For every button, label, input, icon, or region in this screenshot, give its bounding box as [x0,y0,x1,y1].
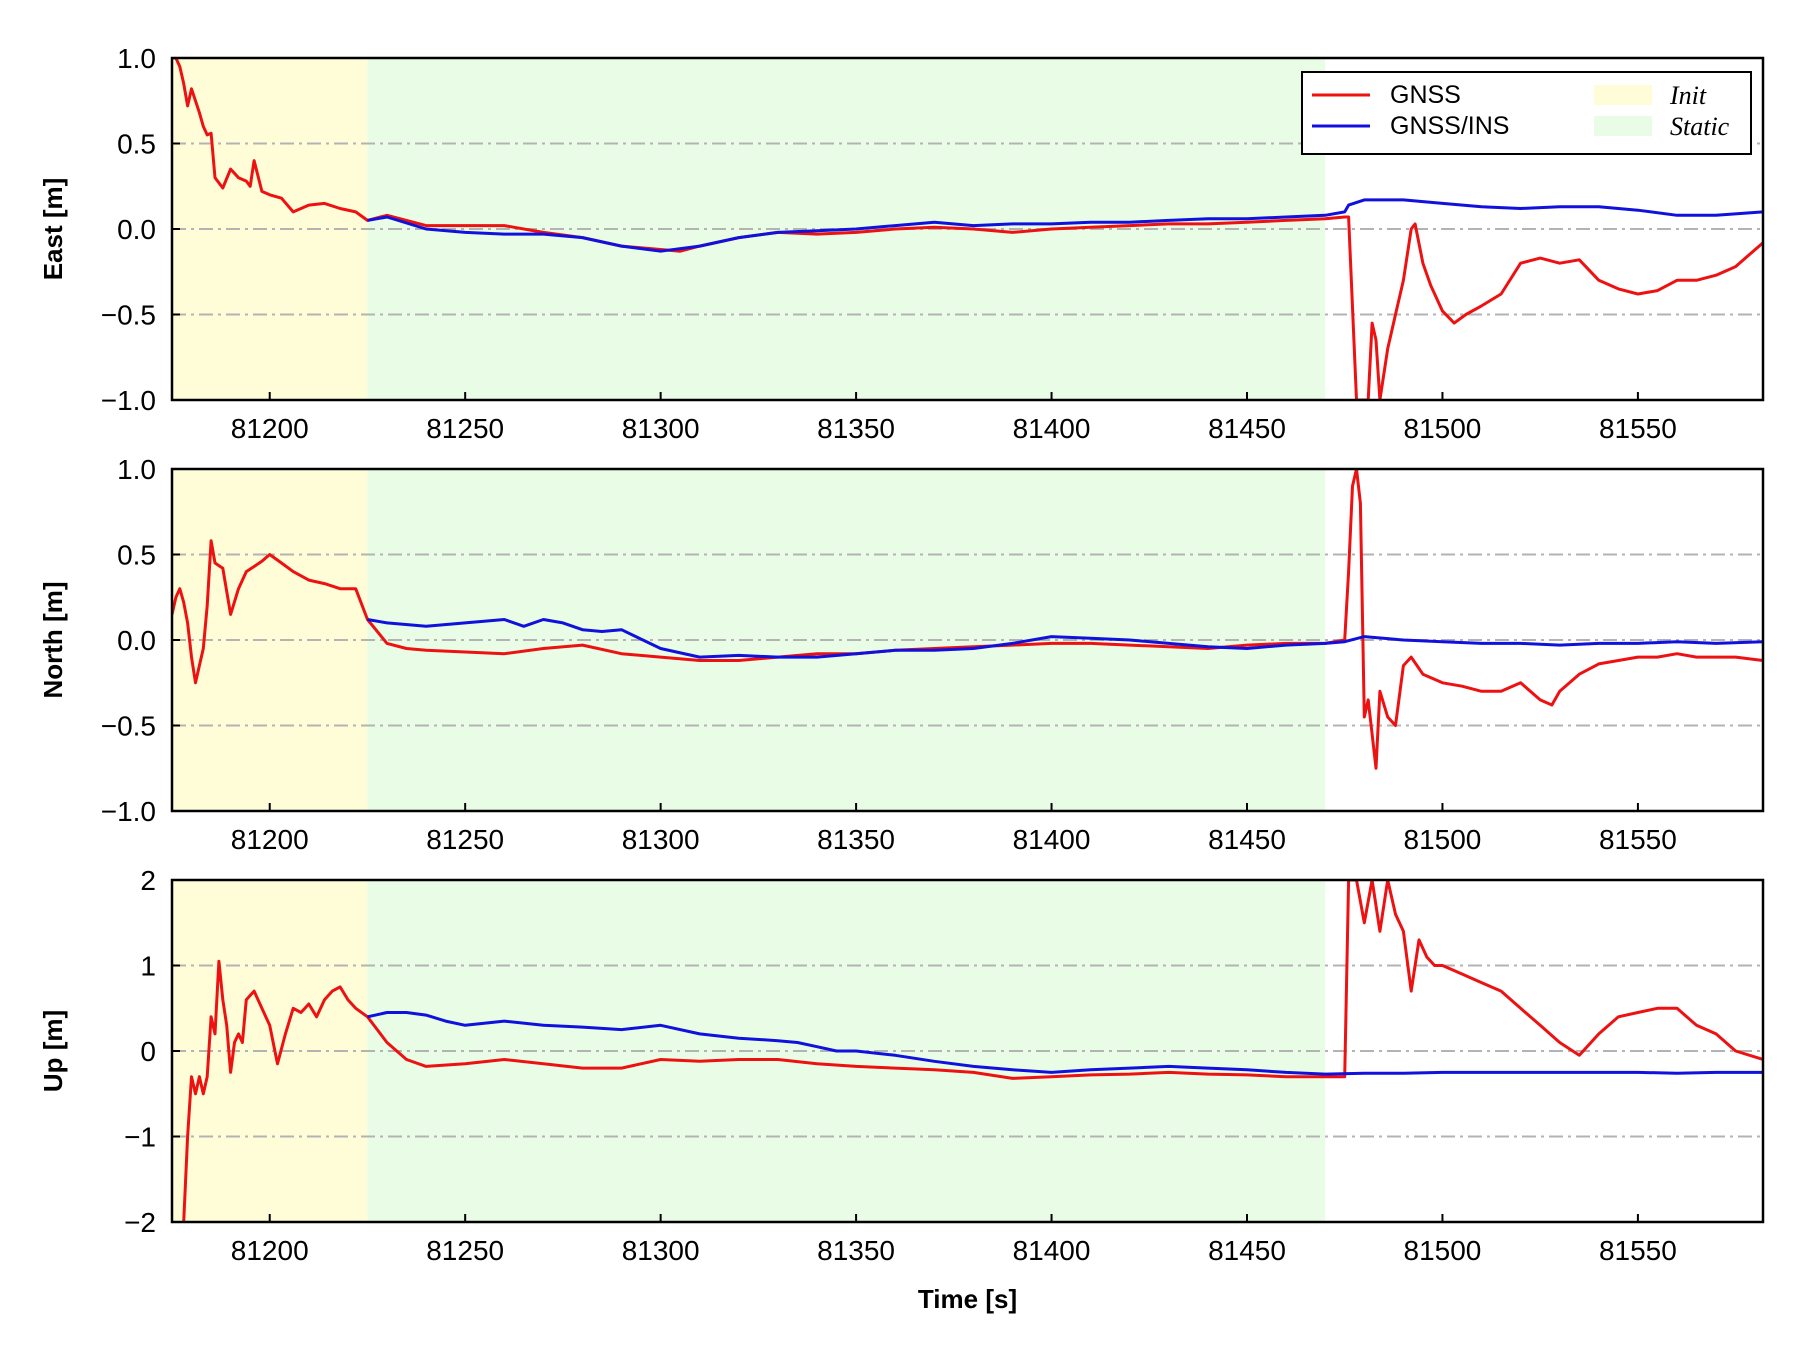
x-tick-label: 81450 [1208,824,1286,855]
legend-patch-swatch [1594,116,1652,136]
x-tick-label: 81300 [622,1235,700,1266]
legend-label: Static [1670,112,1730,141]
series-line-gnss-ins [367,1011,1763,1076]
legend-item-gnss: GNSS [1312,81,1461,109]
x-tick-label: 81350 [817,1235,895,1266]
y-tick-label: −0.5 [101,711,156,742]
subplot-1: 81200 81250 81300 81350 81400 81450 81500 81550… [38,43,1765,444]
legend-item-static: Static [1594,112,1730,141]
x-tick-label: 81200 [231,413,309,444]
series-line-gnss-ins [367,198,1763,253]
x-tick-label: 81200 [231,1235,309,1266]
x-axis-label: Time [s] [918,1284,1017,1314]
x-tick-label: 81350 [817,824,895,855]
x-tick-label: 81500 [1404,413,1482,444]
y-tick-label: −1 [124,1122,156,1153]
x-tick-label: 81500 [1404,824,1482,855]
series-line-gnss-ins [367,618,1763,659]
y-axis-label: North [m] [38,582,68,699]
x-tick-label: 81350 [817,413,895,444]
x-tick-label: 81250 [426,1235,504,1266]
y-axis-label: East [m] [38,178,68,281]
legend-box [1301,71,1752,155]
y-tick-label: 0.5 [117,540,156,571]
x-tick-label: 81400 [1013,413,1091,444]
legend-label: GNSS [1390,81,1461,109]
x-tick-label: 81250 [426,824,504,855]
legend-item-gnss-ins: GNSS/INS [1312,112,1509,140]
y-tick-label: 1.0 [117,43,156,74]
y-tick-label: 1.0 [117,454,156,485]
y-axis-label: Up [m] [38,1010,68,1092]
x-tick-label: 81250 [426,413,504,444]
series-line-gnss [172,469,1763,770]
y-tick-label: 0.5 [117,129,156,160]
x-tick-label: 81500 [1404,1235,1482,1266]
y-tick-label: 2 [140,865,156,896]
x-tick-label: 81550 [1599,824,1677,855]
y-tick-label: −1.0 [101,796,156,827]
y-tick-label: −0.5 [101,300,156,331]
y-tick-label: 0.0 [117,625,156,656]
x-tick-label: 81200 [231,824,309,855]
legend-label: Init [1669,81,1707,110]
series-line-gnss [182,880,1763,1222]
legend-patch-swatch [1594,85,1652,105]
x-tick-label: 81400 [1013,1235,1091,1266]
x-tick-label: 81400 [1013,824,1091,855]
legend-label: GNSS/INS [1390,112,1509,140]
x-tick-label: 81450 [1208,413,1286,444]
legend-item-init: Init [1594,81,1707,110]
x-tick-label: 81550 [1599,1235,1677,1266]
y-tick-label: 0 [140,1036,156,1067]
x-tick-label: 81300 [622,824,700,855]
series-line-gnss [172,58,1763,400]
y-tick-label: −1.0 [101,385,156,416]
x-tick-label: 81450 [1208,1235,1286,1266]
y-tick-label: 0.0 [117,214,156,245]
x-tick-label: 81300 [622,413,700,444]
y-tick-label: −2 [124,1207,156,1238]
y-tick-label: 1 [140,951,156,982]
subplot-2: 81200 81250 81300 81350 81400 81450 81500 81550… [38,454,1765,855]
subplot-3: 81200 81250 81300 81350 81400 81450 81500 81550… [38,865,1765,1314]
x-tick-label: 81550 [1599,413,1677,444]
